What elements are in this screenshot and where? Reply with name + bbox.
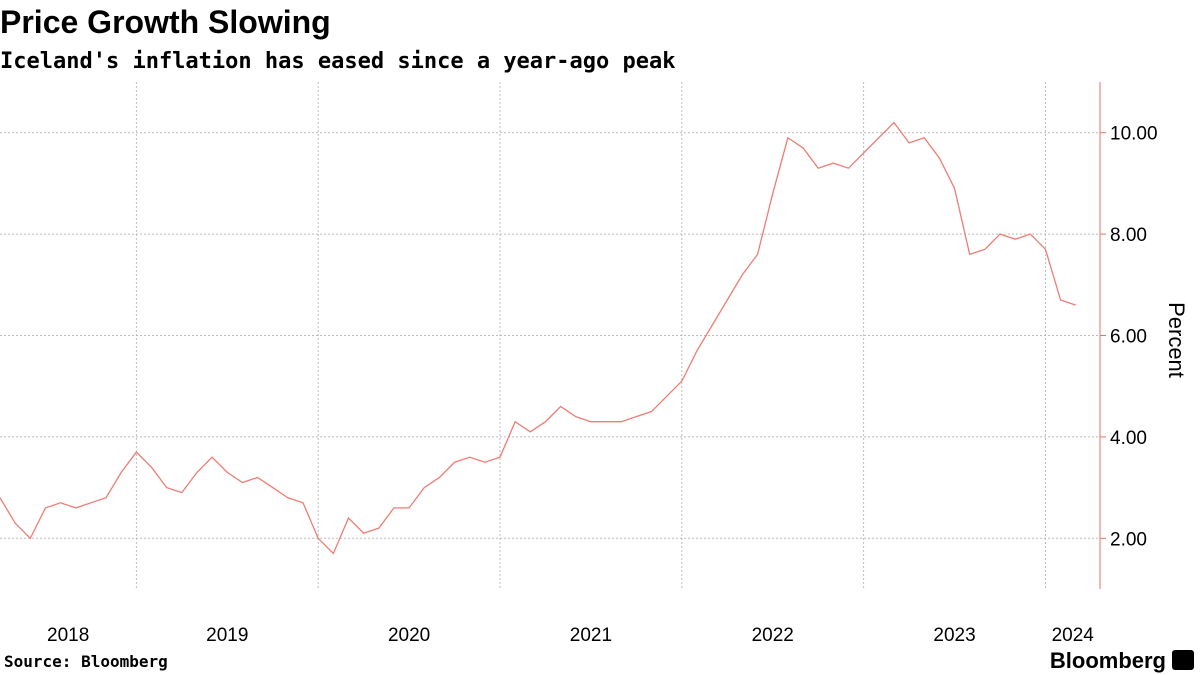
source: Source: Bloomberg [4, 652, 168, 671]
x-tick-label: 2024 [1052, 625, 1095, 646]
y-tick-label: 10.00 [1110, 124, 1158, 145]
x-tick-label: 2021 [570, 625, 612, 646]
x-tick-label: 2018 [47, 625, 89, 646]
chart-title: Price Growth Slowing [0, 4, 331, 40]
y-tick-label: 6.00 [1110, 327, 1147, 348]
x-tick-label: 2019 [206, 625, 248, 646]
brand: Bloomberg [1050, 648, 1166, 673]
y-axis-label: Percent [1164, 302, 1189, 378]
chart-subtitle: Iceland's inflation has eased since a ye… [0, 49, 676, 74]
x-tick-label: 2020 [388, 625, 430, 646]
y-tick-label: 4.00 [1110, 428, 1147, 449]
y-tick-label: 2.00 [1110, 529, 1147, 550]
x-tick-label: 2023 [933, 625, 975, 646]
y-tick-label: 8.00 [1110, 225, 1147, 246]
brand-icon [1172, 650, 1194, 670]
line [0, 121, 1076, 555]
x-tick-label: 2022 [752, 625, 794, 646]
